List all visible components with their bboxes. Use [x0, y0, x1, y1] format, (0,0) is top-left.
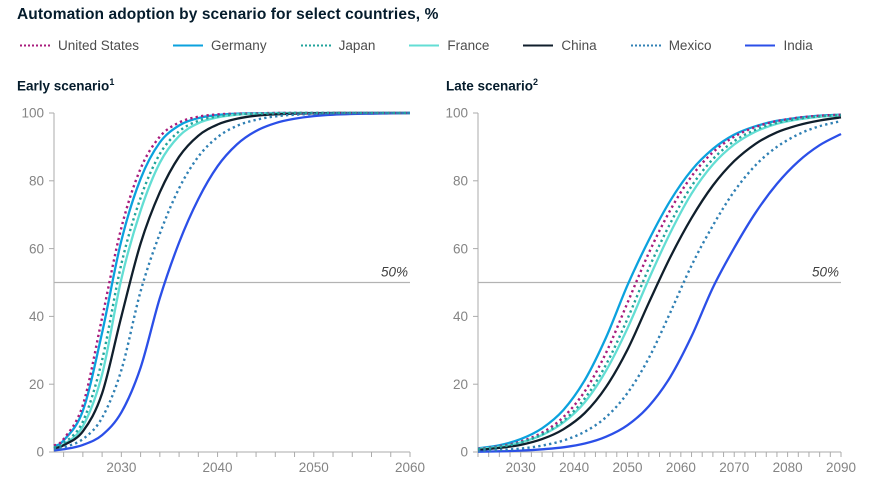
- legend-line-swatch: [173, 44, 204, 47]
- legend-item-label: France: [447, 37, 490, 53]
- series-line-india: [53, 111, 411, 452]
- series-line-mexico: [477, 119, 842, 453]
- y-tick-label: 40: [29, 309, 44, 324]
- legend-item-germany: Germany: [173, 38, 267, 53]
- y-tick-label: 100: [445, 106, 468, 121]
- footnote-marker: 1: [109, 77, 115, 87]
- panel-title-text: Late scenario: [446, 78, 534, 94]
- series-line-united-states: [477, 113, 842, 451]
- legend-item-label: India: [783, 37, 813, 53]
- x-tick-label: 2080: [773, 460, 803, 475]
- legend-line-swatch: [630, 44, 661, 47]
- series-line-mexico: [53, 111, 410, 451]
- series-line-japan: [53, 111, 410, 449]
- legend-item-mexico: Mexico: [630, 37, 712, 53]
- x-tick-label: 2050: [612, 460, 642, 475]
- legend-line-swatch: [523, 44, 554, 47]
- panel-title-late-scenario: Late scenario2: [446, 77, 538, 94]
- y-tick-label: 20: [453, 377, 468, 392]
- legend-line-swatch: [409, 44, 440, 47]
- panel-title-early-scenario: Early scenario1: [17, 77, 114, 94]
- x-tick-label: 2040: [203, 460, 233, 475]
- legend-line-swatch: [745, 44, 776, 47]
- legend-line-swatch: [20, 44, 50, 47]
- legend-item-china: China: [523, 37, 597, 53]
- series-line-germany: [53, 111, 410, 447]
- series-line-china: [53, 111, 410, 450]
- legend: United States Germany Japan France China…: [20, 36, 813, 54]
- series-line-japan: [477, 113, 842, 451]
- page-title: Automation adoption by scenario for sele…: [17, 6, 439, 23]
- series-line-china: [477, 116, 842, 452]
- series-line-india: [477, 132, 842, 453]
- y-tick-label: 60: [453, 241, 468, 256]
- legend-item-united-states: United States: [20, 38, 139, 53]
- legend-item-label: Germany: [211, 37, 267, 53]
- legend-item-france: France: [409, 38, 489, 53]
- y-tick-label: 40: [453, 309, 468, 324]
- ref-line-label: 50%: [812, 265, 839, 280]
- x-tick-label: 2030: [506, 460, 536, 475]
- legend-item-india: India: [745, 37, 813, 53]
- footnote-marker: 2: [533, 77, 539, 87]
- series-line-france: [53, 111, 410, 450]
- x-tick-label: 2030: [106, 460, 136, 475]
- panel-title-text: Early scenario: [17, 78, 110, 94]
- x-tick-label: 2060: [666, 460, 696, 475]
- y-tick-label: 0: [460, 445, 468, 460]
- legend-item-label: Japan: [338, 37, 376, 53]
- legend-item-label: China: [561, 37, 597, 53]
- x-tick-label: 2070: [719, 460, 749, 475]
- y-tick-label: 20: [29, 377, 44, 392]
- y-tick-label: 80: [29, 174, 44, 189]
- legend-item-label: United States: [58, 37, 140, 53]
- y-tick-label: 80: [453, 174, 468, 189]
- x-tick-label: 2040: [559, 460, 589, 475]
- legend-item-japan: Japan: [300, 37, 376, 53]
- series-line-france: [477, 114, 842, 451]
- y-tick-label: 60: [29, 241, 44, 256]
- x-tick-label: 2090: [826, 460, 856, 475]
- legend-line-swatch: [300, 44, 331, 47]
- ref-line-label: 50%: [381, 265, 408, 280]
- x-tick-label: 2050: [299, 460, 329, 475]
- y-tick-label: 100: [21, 106, 44, 121]
- y-tick-label: 0: [36, 445, 44, 460]
- x-tick-label: 2060: [395, 460, 425, 475]
- legend-item-label: Mexico: [668, 37, 712, 53]
- series-line-united-states: [53, 111, 410, 447]
